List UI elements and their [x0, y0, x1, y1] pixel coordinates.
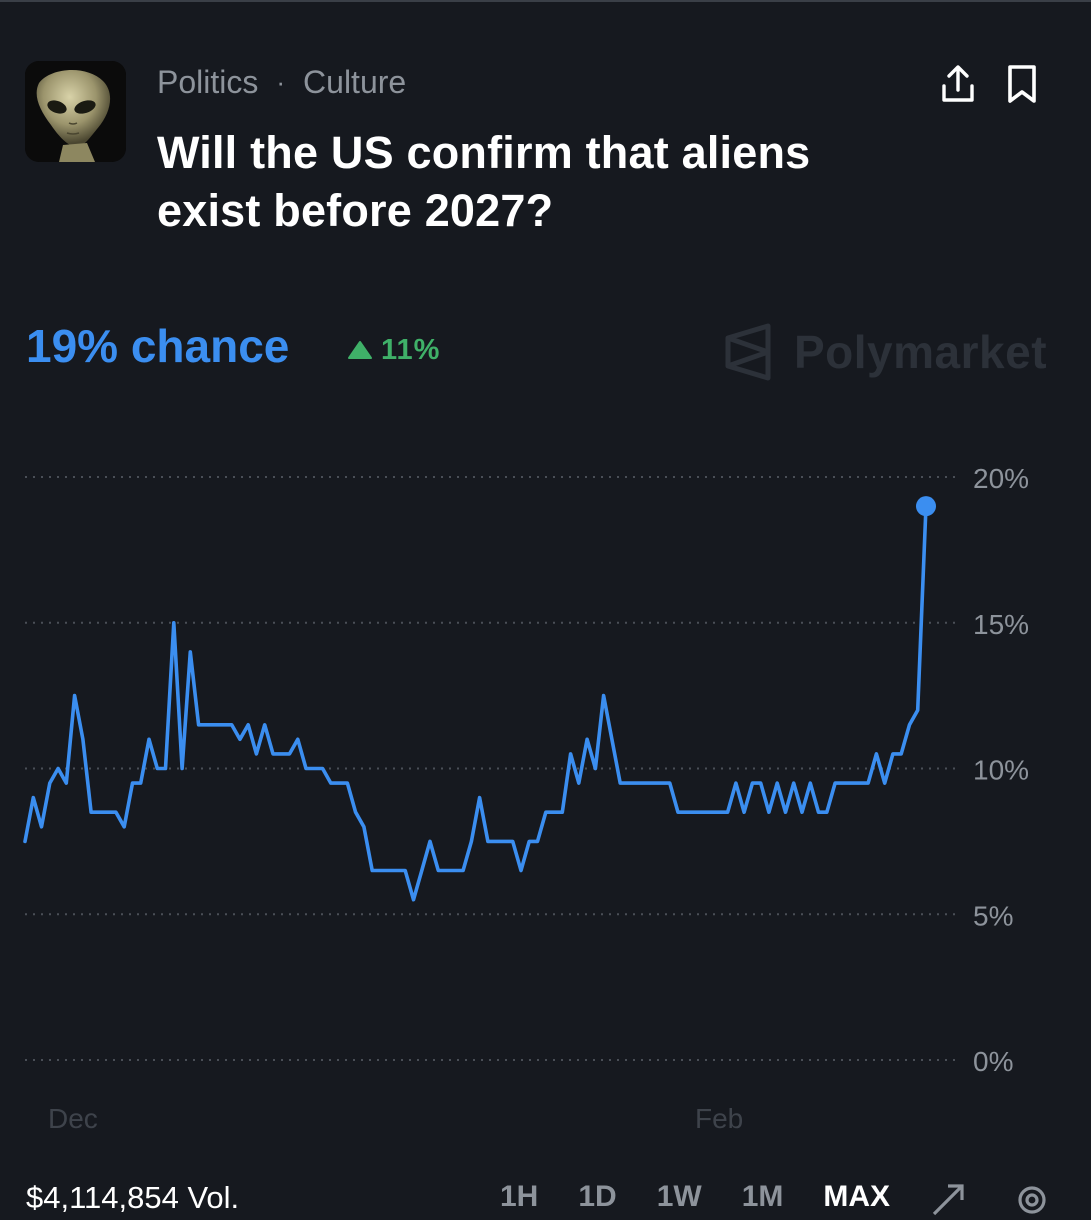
share-icon	[942, 65, 974, 102]
range-tab-1w[interactable]: 1W	[656, 1180, 702, 1213]
range-tab-1h[interactable]: 1H	[500, 1180, 539, 1213]
change-value: 11%	[381, 333, 441, 366]
range-tab-1m[interactable]: 1M	[741, 1180, 784, 1213]
range-tab-max[interactable]: MAX	[823, 1180, 891, 1213]
market-title: Will the US confirm that aliens exist be…	[157, 127, 811, 236]
price-line	[23, 504, 928, 902]
bookmark-button[interactable]	[998, 60, 1046, 108]
change-badge: 11%	[347, 330, 440, 370]
x-tick-label: Feb	[695, 1103, 743, 1134]
gear-icon[interactable]	[1012, 1180, 1052, 1220]
share-button[interactable]	[934, 60, 982, 108]
category-culture[interactable]: Culture	[303, 63, 407, 100]
market-avatar	[25, 61, 126, 162]
bookmark-icon	[1008, 65, 1036, 103]
expand-icon[interactable]	[928, 1180, 968, 1220]
category-breadcrumb: Politics · Culture	[157, 60, 406, 104]
y-tick-label: 10%	[973, 755, 1029, 786]
price-chart[interactable]: 0% 5% 10% 15% 20% Dec Feb	[0, 430, 1091, 1150]
chart-tools	[928, 1180, 1052, 1220]
x-tick-label: Dec	[48, 1103, 98, 1134]
y-tick-label: 5%	[973, 900, 1013, 931]
chance-value: 19% chance	[26, 320, 290, 372]
price-endpoint-dot	[916, 496, 936, 517]
brand-watermark: Polymarket	[722, 320, 1047, 384]
volume-label: $4,114,854 Vol.	[26, 1180, 240, 1215]
range-tab-1d[interactable]: 1D	[578, 1180, 617, 1213]
y-tick-label: 20%	[973, 463, 1029, 494]
polymarket-logo-icon	[725, 323, 771, 381]
category-separator: ·	[276, 66, 286, 97]
category-politics[interactable]: Politics	[157, 63, 259, 100]
brand-name: Polymarket	[794, 326, 1048, 378]
y-tick-label: 0%	[973, 1046, 1013, 1077]
top-divider	[0, 0, 1091, 2]
triangle-up-icon	[348, 341, 372, 359]
alien-avatar	[25, 61, 126, 162]
range-tabs: 1H 1D 1W 1M MAX	[500, 1180, 890, 1214]
y-tick-label: 15%	[973, 609, 1029, 640]
